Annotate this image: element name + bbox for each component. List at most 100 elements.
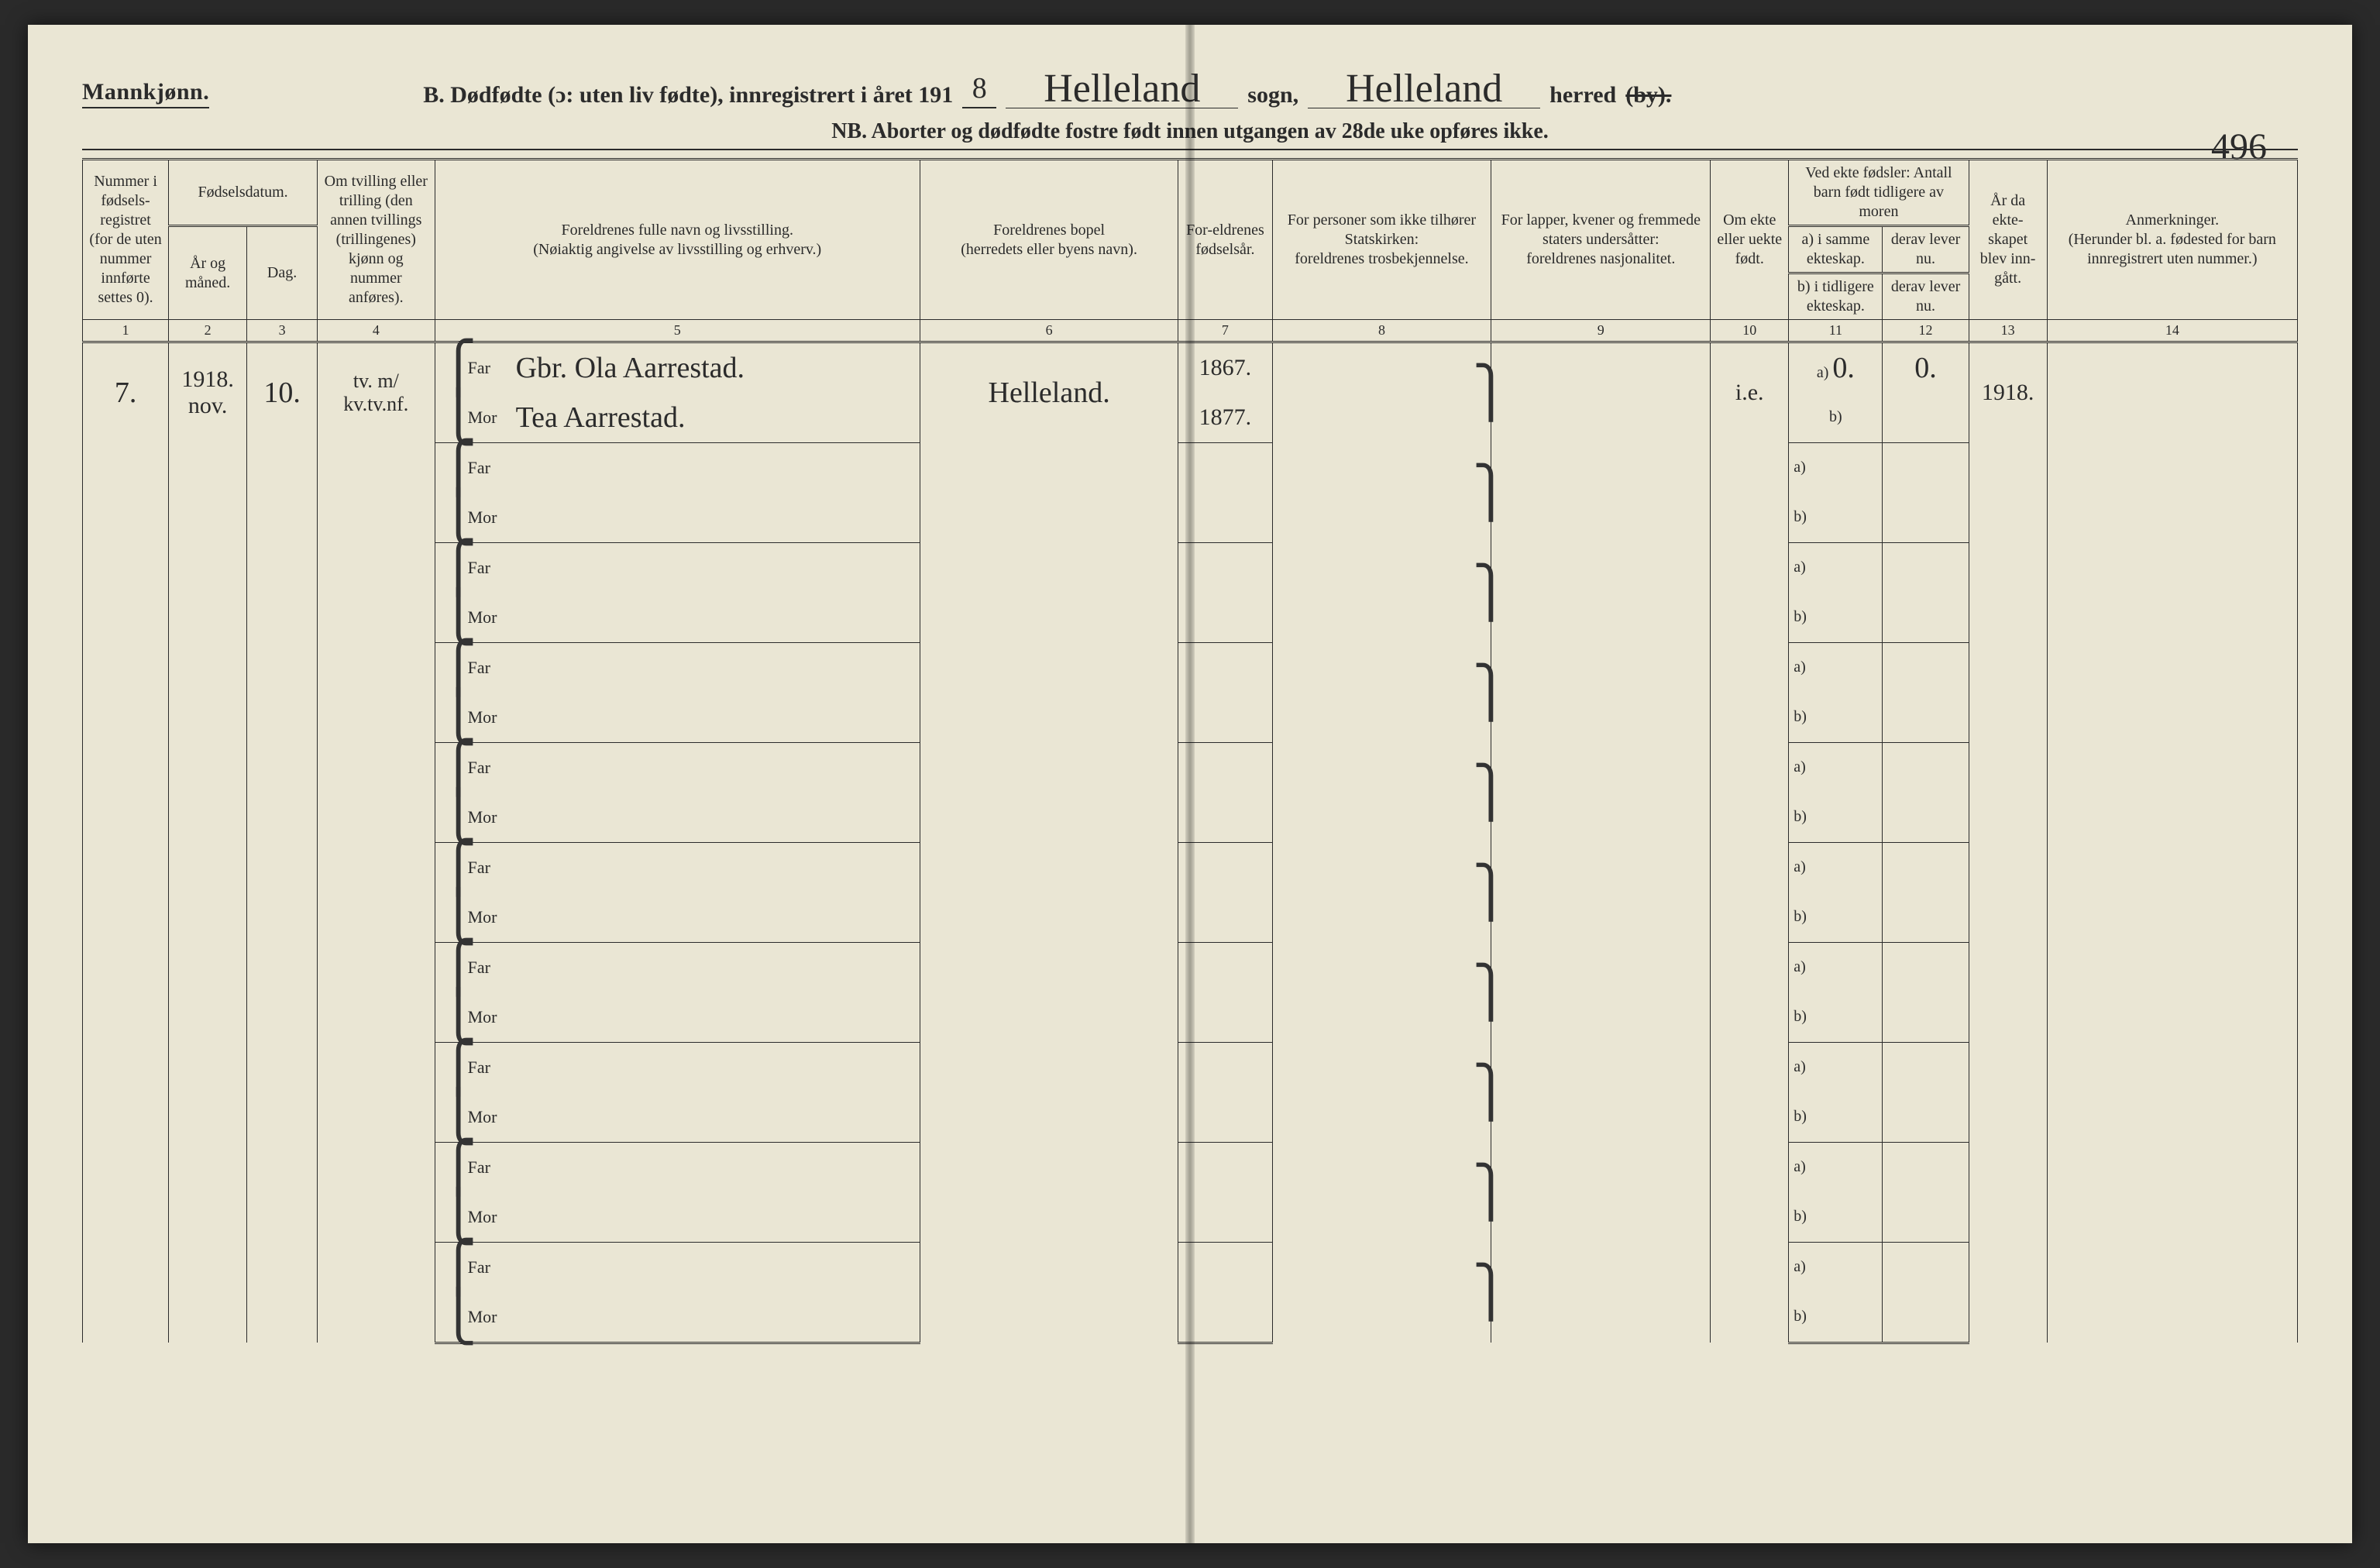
right-brace-top-icon: ⎫	[1472, 1082, 1486, 1102]
gender-label: Mannkjønn.	[82, 79, 209, 108]
left-brace-top-icon: ⎧	[440, 658, 454, 678]
col-14-header: Anmerkninger. (Herunder bl. a. fødested …	[2047, 160, 2297, 320]
parish-label: sogn,	[1247, 82, 1298, 108]
mor-label: Mor	[468, 807, 502, 827]
colnum-8: 8	[1272, 320, 1491, 342]
entry-row-far: 7. 1918. nov. 10. tv. m/ kv.tv.nf. ⎧ Far…	[83, 342, 2298, 393]
ab-b-label: b)	[1829, 408, 1842, 425]
right-brace-top-icon: ⎫	[1472, 583, 1486, 603]
entry-legit: i.e.	[1735, 380, 1764, 405]
col-10-header: Om ekte eller uekte født.	[1711, 160, 1789, 320]
far-label: Far	[468, 458, 502, 478]
entry-c13: 1918.	[1982, 380, 2034, 405]
right-brace-top-icon: ⎫	[1472, 383, 1486, 403]
title-prefix: B. Dødfødte (ɔ: uten liv fødte), innregi…	[423, 82, 953, 108]
left-brace-top-icon: ⎧	[440, 758, 454, 778]
left-brace-bot-icon: ⎩	[440, 1007, 454, 1027]
colnum-9: 9	[1491, 320, 1711, 342]
father-birth-year: 1867.	[1199, 355, 1252, 380]
ab-a-label: a)	[1794, 459, 1806, 476]
entry-col9	[1491, 342, 1711, 442]
left-brace-bot-icon: ⎩	[440, 707, 454, 727]
page-number: 496	[2211, 126, 2267, 168]
col-11-12-header: Ved ekte fødsler: Antall barn født tidli…	[1789, 160, 1969, 226]
mor-label: Mor	[468, 1307, 502, 1327]
register-page: Mannkjønn. B. Dødfødte (ɔ: uten liv født…	[28, 25, 2352, 1543]
left-brace-top-icon: ⎧	[440, 358, 454, 378]
col-7-header: For-eldrenes fødselsår.	[1178, 160, 1272, 320]
subtitle-rule	[82, 149, 2298, 150]
blank-row-far: ⎧Far⎫a)	[83, 1242, 2298, 1292]
left-brace-bot-icon: ⎩	[440, 807, 454, 827]
entry-col8: ⎫	[1272, 342, 1491, 442]
col-2-header: År og måned.	[169, 226, 247, 320]
col-11b-header: b) i tidligere ekteskap.	[1789, 273, 1883, 320]
entry-col14	[2047, 342, 2297, 442]
right-brace-top-icon: ⎫	[1472, 782, 1486, 803]
year-suffix: 8	[962, 71, 996, 108]
entry-year-month: 1918. nov.	[181, 366, 234, 418]
ab-b-label: b)	[1794, 608, 1807, 625]
ab-b-label: b)	[1794, 1308, 1807, 1325]
colnum-4: 4	[318, 320, 435, 342]
ab-a-label: a)	[1794, 658, 1806, 676]
colnum-10: 10	[1711, 320, 1789, 342]
colnum-2: 2	[169, 320, 247, 342]
left-brace-top-icon: ⎧	[440, 1157, 454, 1178]
colnum-6: 6	[920, 320, 1178, 342]
colnum-3: 3	[247, 320, 318, 342]
blank-row-far: ⎧Far⎫a)	[83, 842, 2298, 892]
colnum-14: 14	[2047, 320, 2297, 342]
mor-label: Mor	[468, 707, 502, 727]
right-brace-top-icon: ⎫	[1472, 1182, 1486, 1202]
parish-value: Helleland	[1044, 67, 1200, 111]
ab-a-label: a)	[1794, 559, 1806, 576]
colnum-11: 11	[1789, 320, 1883, 342]
right-brace-top-icon: ⎫	[1472, 882, 1486, 903]
mother-name: Tea Aarrestad.	[516, 401, 686, 435]
col-4-header: Om tvilling eller trilling (den annen tv…	[318, 160, 435, 320]
right-brace-top-icon: ⎫	[1472, 982, 1486, 1002]
col-1-header: Nummer i fødsels-registret (for de uten …	[83, 160, 169, 320]
col-14-title: Anmerkninger.	[2052, 211, 2292, 230]
left-brace-top-icon: ⎧	[440, 458, 454, 478]
entry-c11a: 0.	[1832, 352, 1855, 384]
colnum-7: 7	[1178, 320, 1272, 342]
col-6-sub: (herredets eller byens navn).	[925, 240, 1173, 260]
form-title: B. Dødfødte (ɔ: uten liv fødte), innregi…	[423, 71, 2298, 108]
left-brace-top-icon: ⎧	[440, 958, 454, 978]
ab-a-label: a)	[1817, 364, 1829, 381]
ab-b-label: b)	[1794, 908, 1807, 925]
colnum-13: 13	[1969, 320, 2047, 342]
right-brace-top-icon: ⎫	[1472, 683, 1486, 703]
blank-row-far: ⎧Far⎫a)	[83, 1142, 2298, 1192]
col-8-title: For personer som ikke tilhører Statskirk…	[1278, 211, 1487, 249]
far-label: Far	[468, 1257, 502, 1277]
entry-residence: Helleland.	[989, 377, 1110, 409]
ab-a-label: a)	[1794, 1258, 1806, 1275]
col-5-sub: (Nøiaktig angivelse av livsstilling og e…	[440, 240, 915, 260]
left-brace-top-icon: ⎧	[440, 1257, 454, 1277]
mor-label: Mor	[468, 1007, 502, 1027]
ab-a-label: a)	[1794, 758, 1806, 775]
ab-a-label: a)	[1794, 1058, 1806, 1075]
blank-row-far: ⎧Far⎫a)	[83, 942, 2298, 992]
mor-label: Mor	[468, 607, 502, 628]
right-brace-top-icon: ⎫	[1472, 1282, 1486, 1302]
mor-label: Mor	[468, 1207, 502, 1227]
left-brace-top-icon: ⎧	[440, 558, 454, 578]
mor-label: Mor	[468, 907, 502, 927]
col-8-header: For personer som ikke tilhører Statskirk…	[1272, 160, 1491, 320]
ab-b-label: b)	[1794, 508, 1807, 525]
colnum-12: 12	[1883, 320, 1969, 342]
ab-b-label: b)	[1794, 708, 1807, 725]
col-14-sub: (Herunder bl. a. fødested for barn innre…	[2052, 230, 2292, 269]
entry-c12a: 0.	[1914, 352, 1937, 384]
entry-number: 7.	[115, 377, 137, 409]
blank-row-far: ⎧Far⎫a)	[83, 442, 2298, 493]
left-brace-bot-icon: ⎩	[440, 507, 454, 528]
ab-b-label: b)	[1794, 1108, 1807, 1125]
left-brace-bot-icon: ⎩	[440, 1107, 454, 1127]
district-value: Helleland	[1346, 67, 1502, 111]
mother-birth-year: 1877.	[1199, 404, 1252, 430]
